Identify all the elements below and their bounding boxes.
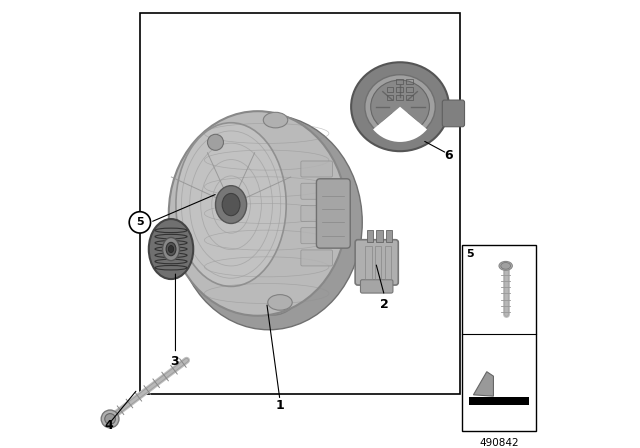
Ellipse shape: [166, 242, 176, 256]
FancyBboxPatch shape: [360, 280, 393, 293]
Bar: [367, 230, 373, 242]
Bar: [387, 95, 394, 100]
Bar: [385, 246, 391, 279]
Circle shape: [101, 410, 119, 428]
FancyBboxPatch shape: [442, 100, 465, 127]
Ellipse shape: [169, 111, 347, 316]
Circle shape: [207, 134, 223, 151]
Ellipse shape: [351, 62, 449, 151]
Ellipse shape: [263, 112, 288, 128]
Ellipse shape: [216, 185, 246, 224]
FancyBboxPatch shape: [316, 179, 350, 248]
Text: 5: 5: [467, 250, 474, 259]
Bar: [397, 79, 403, 84]
Circle shape: [129, 212, 150, 233]
Bar: [469, 397, 529, 405]
Bar: [387, 230, 392, 242]
Ellipse shape: [365, 75, 435, 139]
Ellipse shape: [176, 123, 286, 286]
Ellipse shape: [500, 263, 511, 269]
Bar: [397, 95, 403, 100]
Text: 6: 6: [444, 149, 452, 162]
FancyBboxPatch shape: [301, 250, 332, 266]
Ellipse shape: [168, 246, 173, 253]
Bar: [397, 87, 403, 92]
Bar: [406, 87, 413, 92]
Text: 4: 4: [104, 419, 113, 432]
Text: 490842: 490842: [479, 438, 519, 448]
FancyBboxPatch shape: [301, 183, 332, 199]
Ellipse shape: [222, 194, 240, 215]
Text: 2: 2: [380, 298, 389, 311]
Wedge shape: [373, 107, 427, 142]
Bar: [365, 246, 372, 279]
FancyBboxPatch shape: [301, 206, 332, 221]
Ellipse shape: [163, 237, 179, 261]
Text: 1: 1: [276, 399, 284, 412]
Bar: [376, 230, 383, 242]
Bar: [375, 246, 381, 279]
FancyBboxPatch shape: [301, 161, 332, 177]
Bar: [406, 79, 413, 84]
Polygon shape: [474, 372, 493, 396]
Ellipse shape: [371, 80, 429, 134]
Bar: [462, 245, 536, 431]
Text: 5: 5: [136, 217, 144, 228]
Circle shape: [105, 414, 115, 424]
FancyBboxPatch shape: [301, 228, 332, 244]
FancyBboxPatch shape: [355, 240, 398, 285]
Ellipse shape: [175, 115, 362, 330]
Bar: [387, 87, 394, 92]
Ellipse shape: [148, 219, 193, 279]
Bar: [140, 13, 460, 394]
Ellipse shape: [268, 295, 292, 310]
Ellipse shape: [225, 121, 322, 315]
Text: 3: 3: [170, 355, 179, 368]
Ellipse shape: [499, 262, 513, 270]
Bar: [406, 95, 413, 100]
